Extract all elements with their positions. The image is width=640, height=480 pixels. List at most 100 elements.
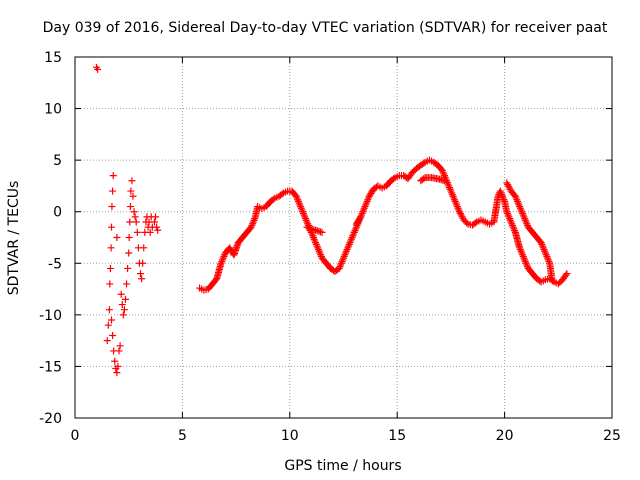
- data-point: [498, 192, 506, 200]
- data-point: [348, 234, 356, 241]
- data-point-fill: [522, 259, 530, 267]
- data-point: [108, 203, 116, 211]
- data-point-fill: [448, 191, 456, 199]
- data-point-fill: [454, 204, 462, 212]
- data-point-fill: [505, 184, 513, 192]
- data-point-fill: [513, 196, 521, 204]
- data-point: [129, 192, 137, 200]
- data-point-fill: [362, 201, 370, 209]
- data-point-fill: [446, 185, 454, 193]
- data-point: [516, 244, 524, 252]
- data-point-fill: [540, 246, 548, 254]
- data-point: [301, 213, 309, 221]
- data-point-fill: [439, 168, 447, 176]
- data-point-fill: [541, 247, 549, 255]
- data-point-fill: [248, 221, 256, 229]
- data-point: [139, 259, 147, 267]
- data-point-fill: [359, 208, 367, 216]
- data-point: [154, 226, 162, 234]
- data-point-fill: [297, 204, 305, 212]
- y-tick-label: 5: [53, 153, 62, 169]
- data-point-fill: [365, 194, 373, 202]
- data-point: [121, 295, 129, 303]
- data-point-fill: [308, 225, 316, 233]
- data-point-fill: [504, 182, 512, 190]
- data-point-fill: [523, 261, 531, 269]
- data-point: [335, 264, 343, 272]
- y-tick-label: 10: [44, 102, 62, 118]
- data-point-fill: [295, 199, 303, 207]
- data-point: [563, 270, 571, 278]
- data-point: [140, 244, 148, 252]
- data-point-fill: [503, 209, 511, 217]
- data-point-fill: [514, 199, 522, 207]
- data-point: [108, 223, 116, 231]
- data-point: [447, 187, 455, 195]
- data-point-fill: [390, 175, 398, 183]
- data-point: [125, 249, 133, 257]
- data-point: [507, 218, 515, 226]
- data-point: [107, 244, 115, 252]
- data-point-fill: [444, 180, 452, 188]
- data-point: [309, 234, 317, 241]
- data-point-fill: [445, 182, 453, 190]
- data-point: [130, 208, 138, 216]
- data-point-fill: [218, 256, 226, 264]
- data-point-fill: [519, 251, 526, 259]
- data-point-fill: [278, 190, 286, 198]
- data-point-fill: [340, 252, 348, 260]
- data-point-fill: [251, 215, 259, 223]
- data-point-fill: [249, 220, 257, 228]
- data-point-fill: [350, 230, 358, 238]
- data-point-fill: [314, 246, 322, 254]
- data-point: [131, 213, 139, 221]
- data-point-fill: [517, 247, 525, 255]
- data-point: [520, 254, 528, 262]
- data-point-fill: [521, 258, 529, 266]
- data-point: [247, 223, 255, 231]
- data-point-fill: [542, 251, 550, 259]
- data-point-fill: [457, 211, 465, 219]
- data-point: [116, 342, 124, 350]
- data-point: [118, 301, 126, 309]
- data-point: [106, 280, 114, 288]
- data-point-fill: [343, 246, 351, 254]
- x-tick-label: 20: [496, 428, 514, 444]
- data-point-fill: [347, 237, 355, 245]
- data-point-fill: [497, 189, 505, 197]
- y-tick-label: -5: [48, 256, 62, 272]
- data-point-fill: [450, 194, 458, 202]
- data-point-fill: [453, 201, 461, 209]
- data-point-fill: [315, 247, 323, 255]
- x-tick-label: 10: [281, 428, 299, 444]
- data-point-fill: [311, 237, 319, 245]
- data-point: [123, 280, 131, 288]
- data-point-fill: [543, 252, 551, 260]
- data-point-fill: [513, 197, 521, 205]
- data-point: [503, 208, 511, 216]
- data-point-fill: [345, 242, 353, 250]
- data-point: [113, 369, 121, 377]
- data-point-fill: [358, 209, 366, 217]
- data-point-fill: [544, 254, 552, 262]
- data-point: [146, 228, 154, 236]
- y-axis-label: SDTVAR / TECUs: [6, 181, 22, 296]
- data-point-fill: [312, 239, 320, 247]
- x-tick-label: 0: [71, 428, 80, 444]
- data-point-fill: [302, 215, 310, 223]
- data-point: [455, 208, 463, 216]
- data-point-fill: [337, 261, 345, 269]
- data-point-fill: [294, 197, 302, 205]
- data-point: [109, 172, 117, 180]
- data-point: [153, 223, 161, 231]
- data-point-fill: [504, 180, 512, 188]
- data-point-fill: [521, 215, 529, 223]
- data-point-fill: [504, 211, 512, 219]
- y-tick-label: 15: [44, 50, 62, 66]
- data-point-fill: [500, 196, 508, 204]
- data-point: [361, 203, 369, 211]
- data-point-fill: [219, 254, 227, 262]
- data-point-fill: [471, 219, 479, 227]
- data-point: [152, 213, 160, 221]
